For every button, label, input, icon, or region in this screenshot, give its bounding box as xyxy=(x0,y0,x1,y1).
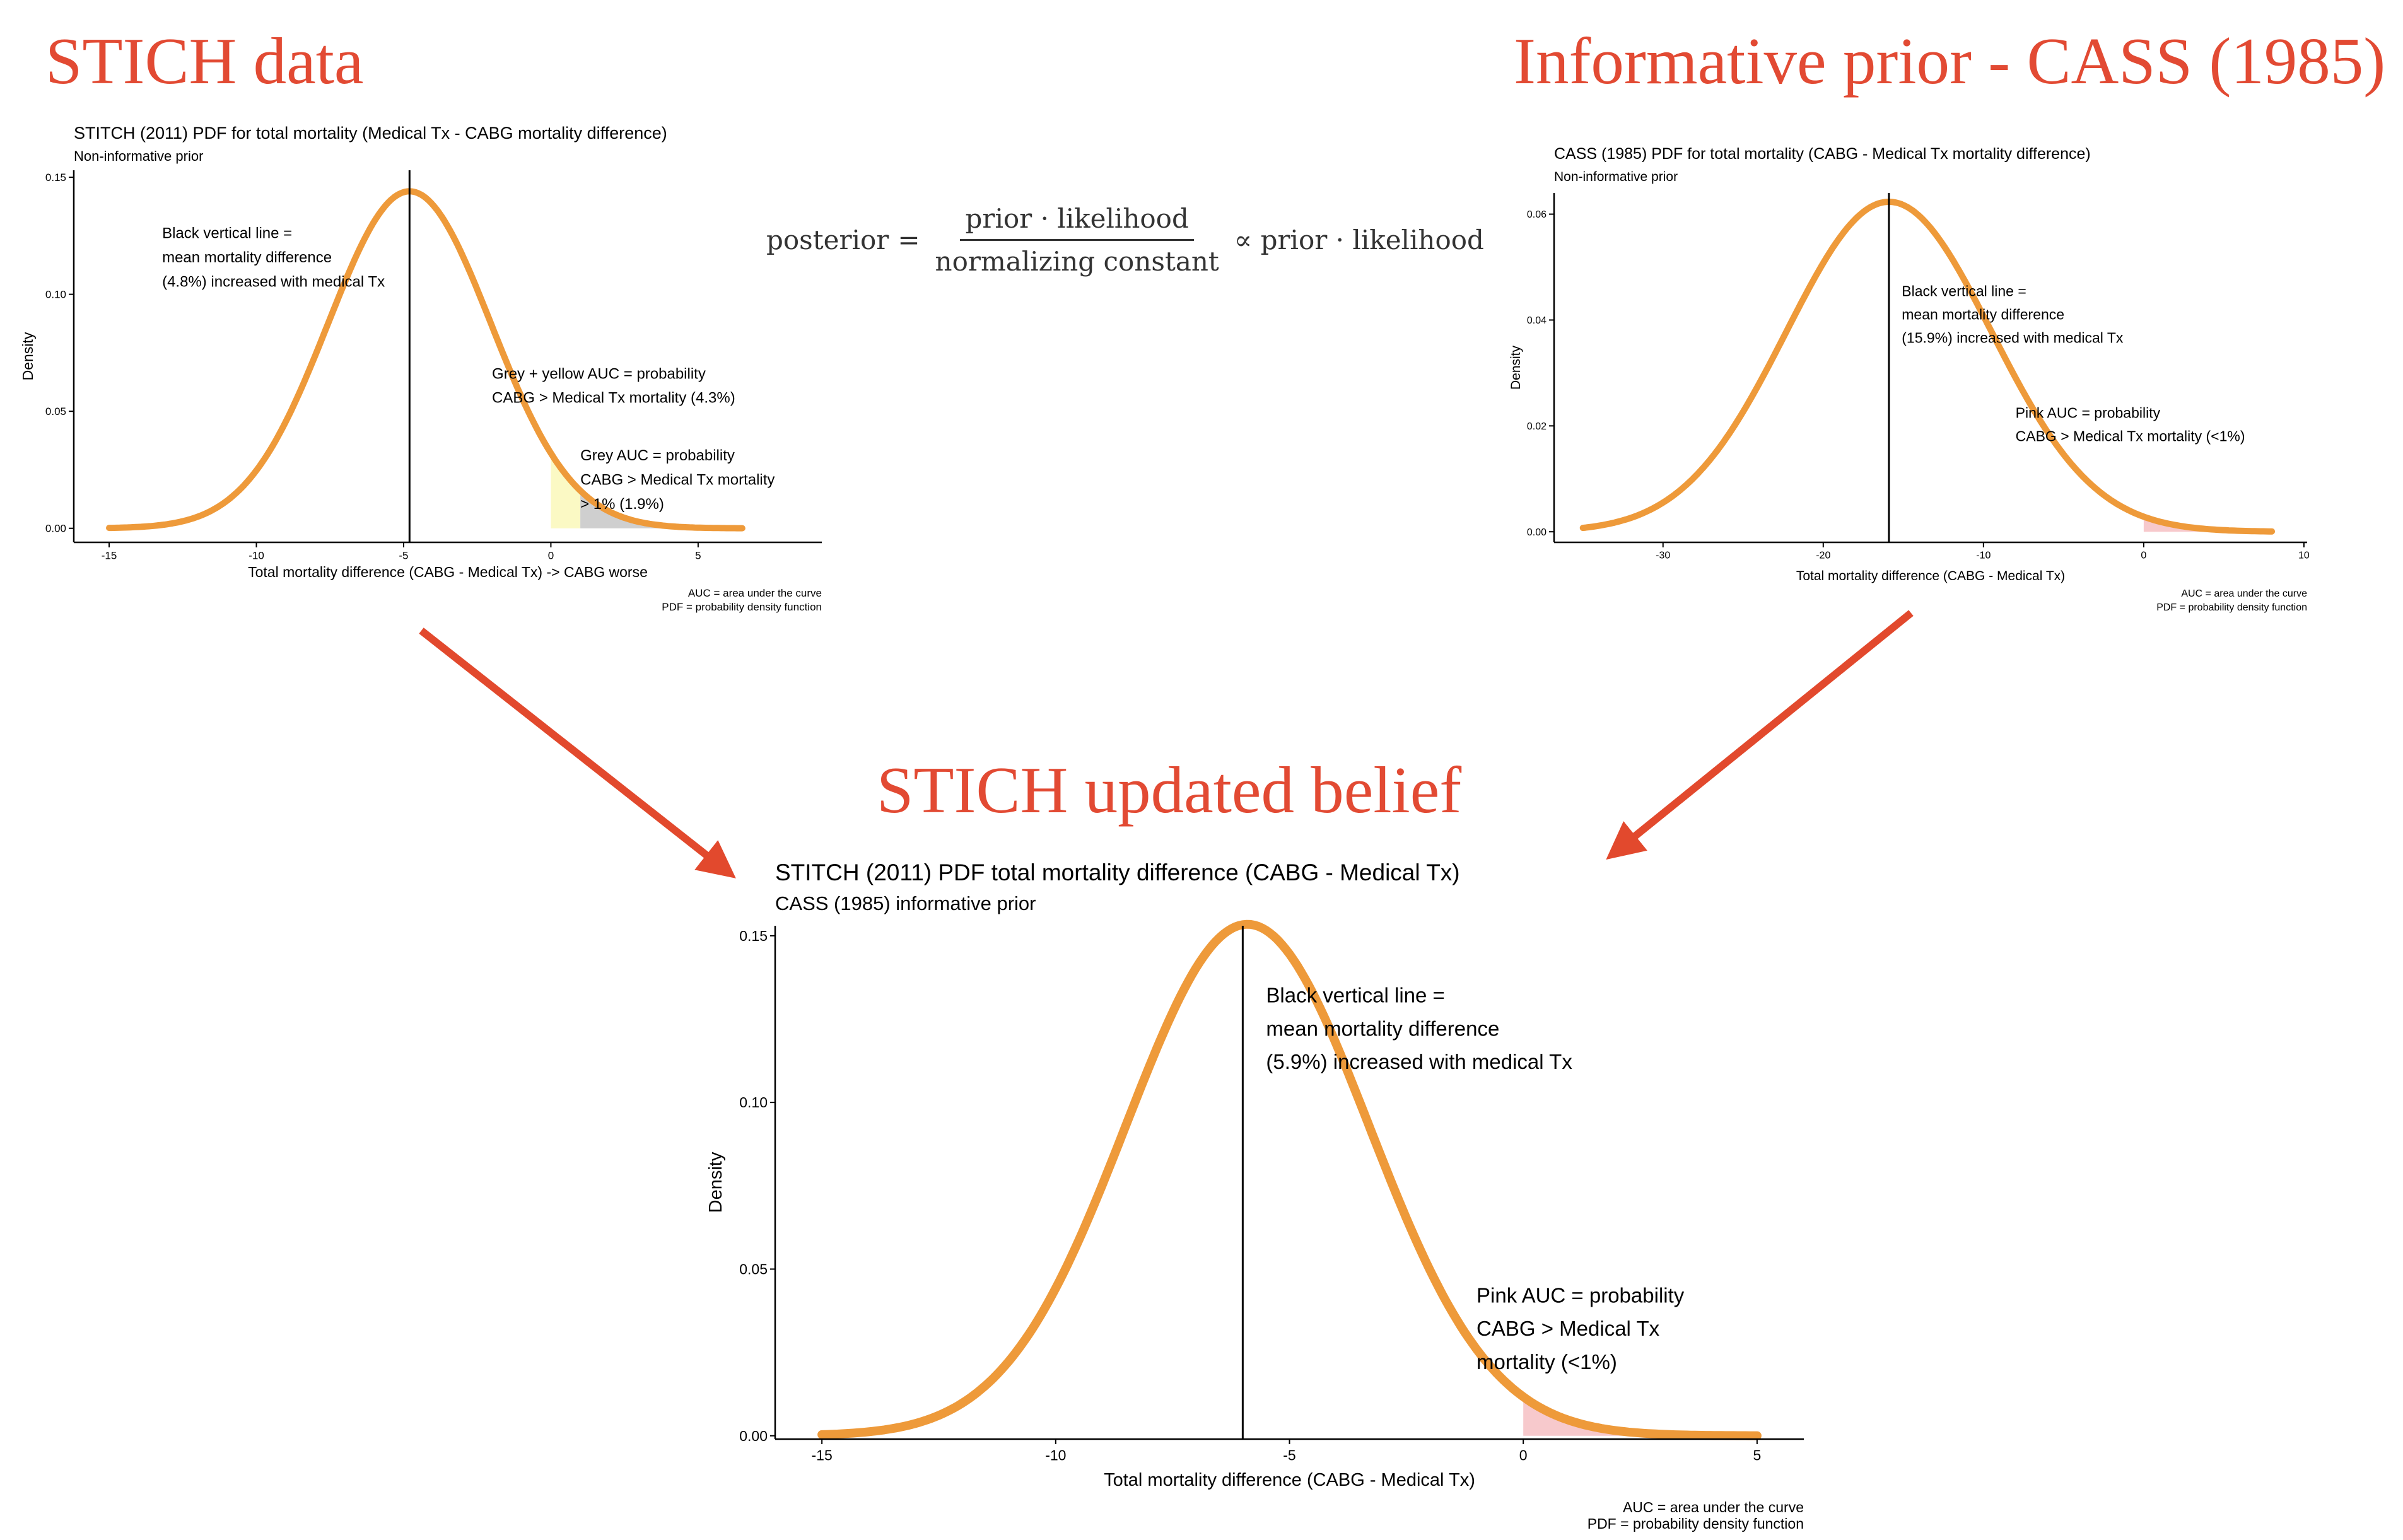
x-tick-label: -5 xyxy=(399,550,408,562)
chart-caption: PDF = probability density function xyxy=(1587,1515,1804,1532)
x-tick-label: -15 xyxy=(102,550,117,562)
annotation-2-line: Grey AUC = probability xyxy=(580,447,735,464)
chart-title: STITCH (2011) PDF total mortality differ… xyxy=(775,860,1460,885)
x-tick-label: 0 xyxy=(2141,551,2146,561)
annotation-0-line: (5.9%) increased with medical Tx xyxy=(1266,1050,1572,1073)
y-axis-label: Density xyxy=(20,332,36,380)
annotation-1-line: Pink AUC = probability xyxy=(1476,1283,1685,1307)
left-arrow xyxy=(419,627,736,878)
formula-lhs: posterior xyxy=(766,225,889,255)
y-tick-label: 0.05 xyxy=(739,1261,768,1277)
annotation-0-line: (15.9%) increased with medical Tx xyxy=(1902,329,2124,346)
x-tick-label: 5 xyxy=(695,550,701,562)
chart-caption: AUC = area under the curve xyxy=(688,587,822,599)
chart-subtitle: Non-informative prior xyxy=(1554,170,1678,184)
annotation-0-line: (4.8%) increased with medical Tx xyxy=(162,273,385,290)
density-curve xyxy=(106,188,745,532)
bayes-formula: posterior = prior · likelihood normalizi… xyxy=(766,203,1484,277)
density-curve xyxy=(817,919,1762,1440)
formula-numerator: prior · likelihood xyxy=(960,203,1194,241)
annotation-1-line: Grey + yellow AUC = probability xyxy=(492,365,706,382)
annotation-0-line: mean mortality difference xyxy=(1902,306,2064,322)
formula-denominator: normalizing constant xyxy=(935,246,1219,277)
y-axis-label: Density xyxy=(1509,345,1523,390)
x-tick-label: -10 xyxy=(1976,551,1991,561)
annotation-1-line: Pink AUC = probability xyxy=(2016,405,2161,421)
annotation-1-line: CABG > Medical Tx xyxy=(1476,1317,1660,1340)
x-axis-label: Total mortality difference (CABG - Medic… xyxy=(1796,569,2065,583)
chart-subtitle: CASS (1985) informative prior xyxy=(775,892,1036,914)
informative-prior-headline: Informative prior - CASS (1985) xyxy=(1514,24,2386,98)
y-tick-label: 0.04 xyxy=(1527,315,1546,326)
formula-equals: = xyxy=(897,225,920,255)
stich-data-headline: STICH data xyxy=(45,24,364,98)
right-arrow xyxy=(1606,610,1914,860)
annotation-1-line: CABG > Medical Tx mortality (4.3%) xyxy=(492,390,735,407)
x-axis-label: Total mortality difference (CABG - Medic… xyxy=(248,564,648,580)
chart-title: STITCH (2011) PDF for total mortality (M… xyxy=(74,124,667,143)
formula-rhs: ∝ prior · likelihood xyxy=(1234,225,1484,255)
chart-caption: AUC = area under the curve xyxy=(1623,1499,1804,1515)
x-tick-label: 10 xyxy=(2298,551,2310,561)
y-tick-label: 0.15 xyxy=(45,172,66,184)
x-tick-label: 5 xyxy=(1753,1447,1761,1463)
formula-fraction: prior · likelihood normalizing constant xyxy=(930,203,1224,277)
y-tick-label: 0.10 xyxy=(739,1094,768,1111)
x-axis-label: Total mortality difference (CABG - Medic… xyxy=(1104,1470,1475,1490)
y-tick-label: 0.10 xyxy=(45,289,66,301)
chart-subtitle: Non-informative prior xyxy=(74,148,203,164)
x-tick-label: -10 xyxy=(248,550,264,562)
annotation-2-line: > 1% (1.9%) xyxy=(580,496,664,513)
annotation-0-line: Black vertical line = xyxy=(1266,984,1444,1007)
annotation-0-line: mean mortality difference xyxy=(162,249,332,266)
chart-caption: AUC = area under the curve xyxy=(2181,588,2307,599)
updated-belief-headline: STICH updated belief xyxy=(877,753,1462,827)
annotation-2-line: CABG > Medical Tx mortality xyxy=(580,472,775,489)
chart-caption: PDF = probability density function xyxy=(2156,602,2307,613)
y-tick-label: 0.00 xyxy=(45,523,66,535)
x-tick-label: 0 xyxy=(1519,1447,1528,1463)
auc-yellow-area xyxy=(551,453,581,528)
y-tick-label: 0.00 xyxy=(1527,527,1546,538)
x-tick-label: -30 xyxy=(1656,551,1670,561)
annotation-0-line: Black vertical line = xyxy=(1902,283,2026,300)
annotation-1-line: mortality (<1%) xyxy=(1476,1350,1617,1374)
chart-title: CASS (1985) PDF for total mortality (CAB… xyxy=(1554,145,2091,163)
annotation-1-line: CABG > Medical Tx mortality (<1%) xyxy=(2016,428,2245,445)
y-tick-label: 0.15 xyxy=(739,928,768,944)
x-tick-label: -5 xyxy=(1283,1447,1295,1463)
y-axis-label: Density xyxy=(706,1152,726,1213)
x-tick-label: -20 xyxy=(1816,551,1830,561)
y-tick-label: 0.00 xyxy=(739,1428,768,1444)
y-tick-label: 0.02 xyxy=(1527,421,1546,432)
annotation-0-line: mean mortality difference xyxy=(1266,1017,1499,1040)
chart-caption: PDF = probability density function xyxy=(662,601,822,613)
y-tick-label: 0.06 xyxy=(1527,209,1546,220)
density-curve xyxy=(1579,199,2276,535)
y-tick-label: 0.05 xyxy=(45,405,66,417)
x-tick-label: -15 xyxy=(812,1447,833,1463)
x-tick-label: -10 xyxy=(1045,1447,1066,1463)
annotation-0-line: Black vertical line = xyxy=(162,225,292,242)
x-tick-label: 0 xyxy=(548,550,554,562)
